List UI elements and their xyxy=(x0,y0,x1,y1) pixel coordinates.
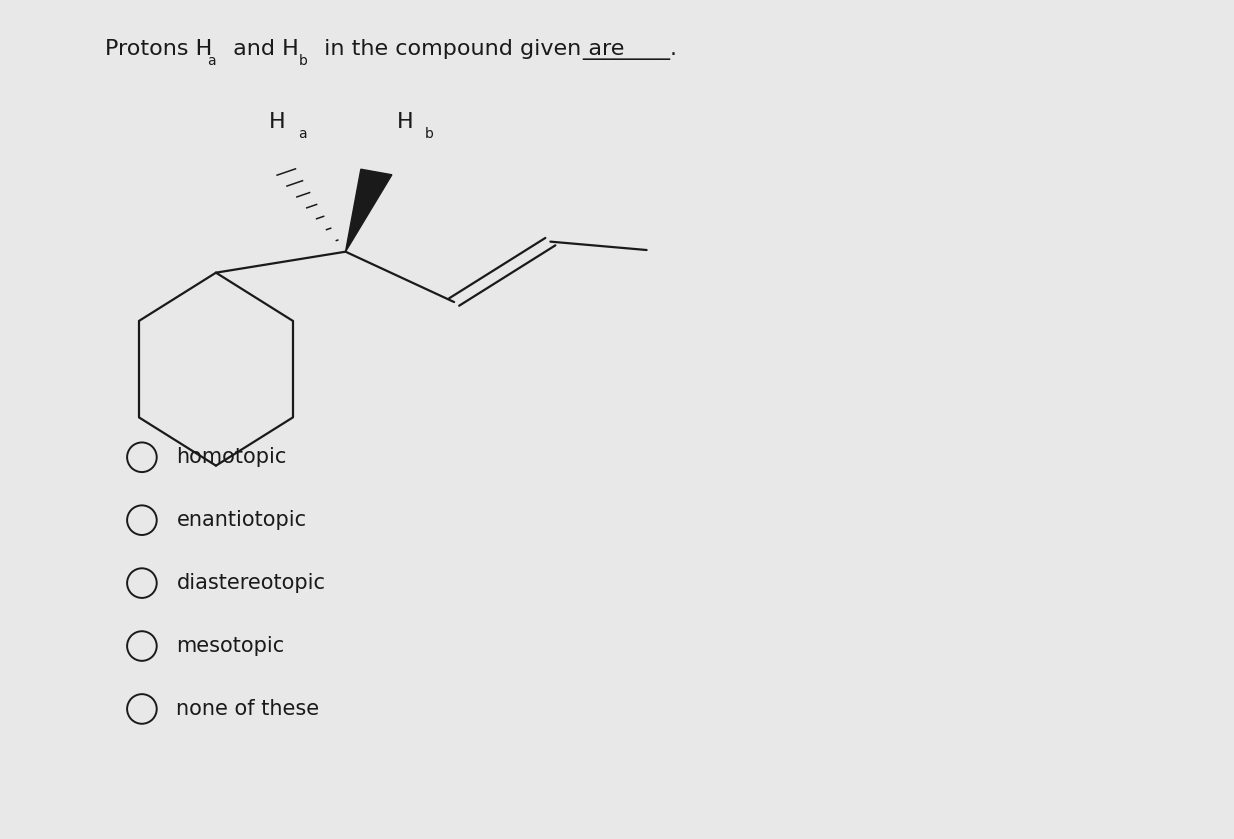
Text: a: a xyxy=(299,128,306,141)
Text: none of these: none of these xyxy=(176,699,320,719)
Text: Protons H: Protons H xyxy=(105,39,212,59)
Text: ________.: ________. xyxy=(582,39,676,60)
Text: a: a xyxy=(207,54,215,68)
Polygon shape xyxy=(346,169,392,252)
Text: homotopic: homotopic xyxy=(176,447,286,467)
Text: and H: and H xyxy=(227,39,299,59)
Text: in the compound given are: in the compound given are xyxy=(316,39,624,59)
Text: enantiotopic: enantiotopic xyxy=(176,510,306,530)
Text: H: H xyxy=(396,112,413,132)
Text: H: H xyxy=(269,112,286,132)
Text: mesotopic: mesotopic xyxy=(176,636,285,656)
Text: b: b xyxy=(299,54,308,68)
Text: diastereotopic: diastereotopic xyxy=(176,573,326,593)
Text: b: b xyxy=(424,128,434,141)
